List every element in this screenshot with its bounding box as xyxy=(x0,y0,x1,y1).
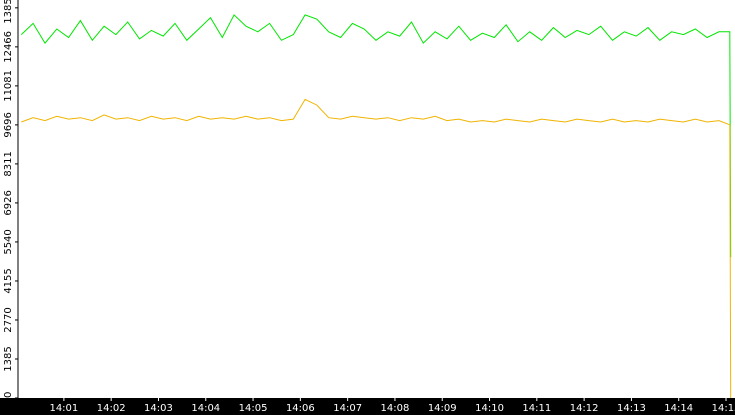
y-tick-label: 11081 xyxy=(3,70,14,102)
y-tick-label: 9696 xyxy=(3,112,14,137)
x-axis-band xyxy=(0,398,735,415)
x-tick-label: 14:09 xyxy=(428,403,457,414)
x-tick-label: 14:05 xyxy=(239,403,268,414)
x-tick-label: 14:02 xyxy=(97,403,126,414)
x-tick-label: 14:12 xyxy=(570,403,599,414)
y-tick-label: 0 xyxy=(3,392,14,398)
x-tick-label: 14:07 xyxy=(333,403,362,414)
y-tick-label: 8311 xyxy=(3,151,14,176)
x-tick-label: 14:14 xyxy=(664,403,693,414)
y-tick-label: 4155 xyxy=(3,268,14,293)
x-tick-label: 14:10 xyxy=(475,403,504,414)
series-line xyxy=(21,98,732,399)
x-tick-label: 14:01 xyxy=(49,403,78,414)
y-tick-label: 5540 xyxy=(3,229,14,254)
x-tick-label: 14:11 xyxy=(522,403,551,414)
y-tick-label: 2770 xyxy=(3,307,14,332)
y-tick-label: 13852 xyxy=(3,0,14,24)
y-tick-label: 12466 xyxy=(3,31,14,63)
y-tick-label: 1385 xyxy=(3,346,14,371)
x-tick-label: 14:04 xyxy=(191,403,220,414)
x-tick-label: 14:13 xyxy=(617,403,646,414)
x-tick-label: 14:06 xyxy=(286,403,315,414)
x-tick-label: 14:15 xyxy=(712,403,735,414)
x-tick-label: 14:03 xyxy=(144,403,173,414)
series-line xyxy=(20,14,732,258)
x-tick-label: 14:08 xyxy=(381,403,410,414)
y-tick-label: 6926 xyxy=(3,190,14,215)
